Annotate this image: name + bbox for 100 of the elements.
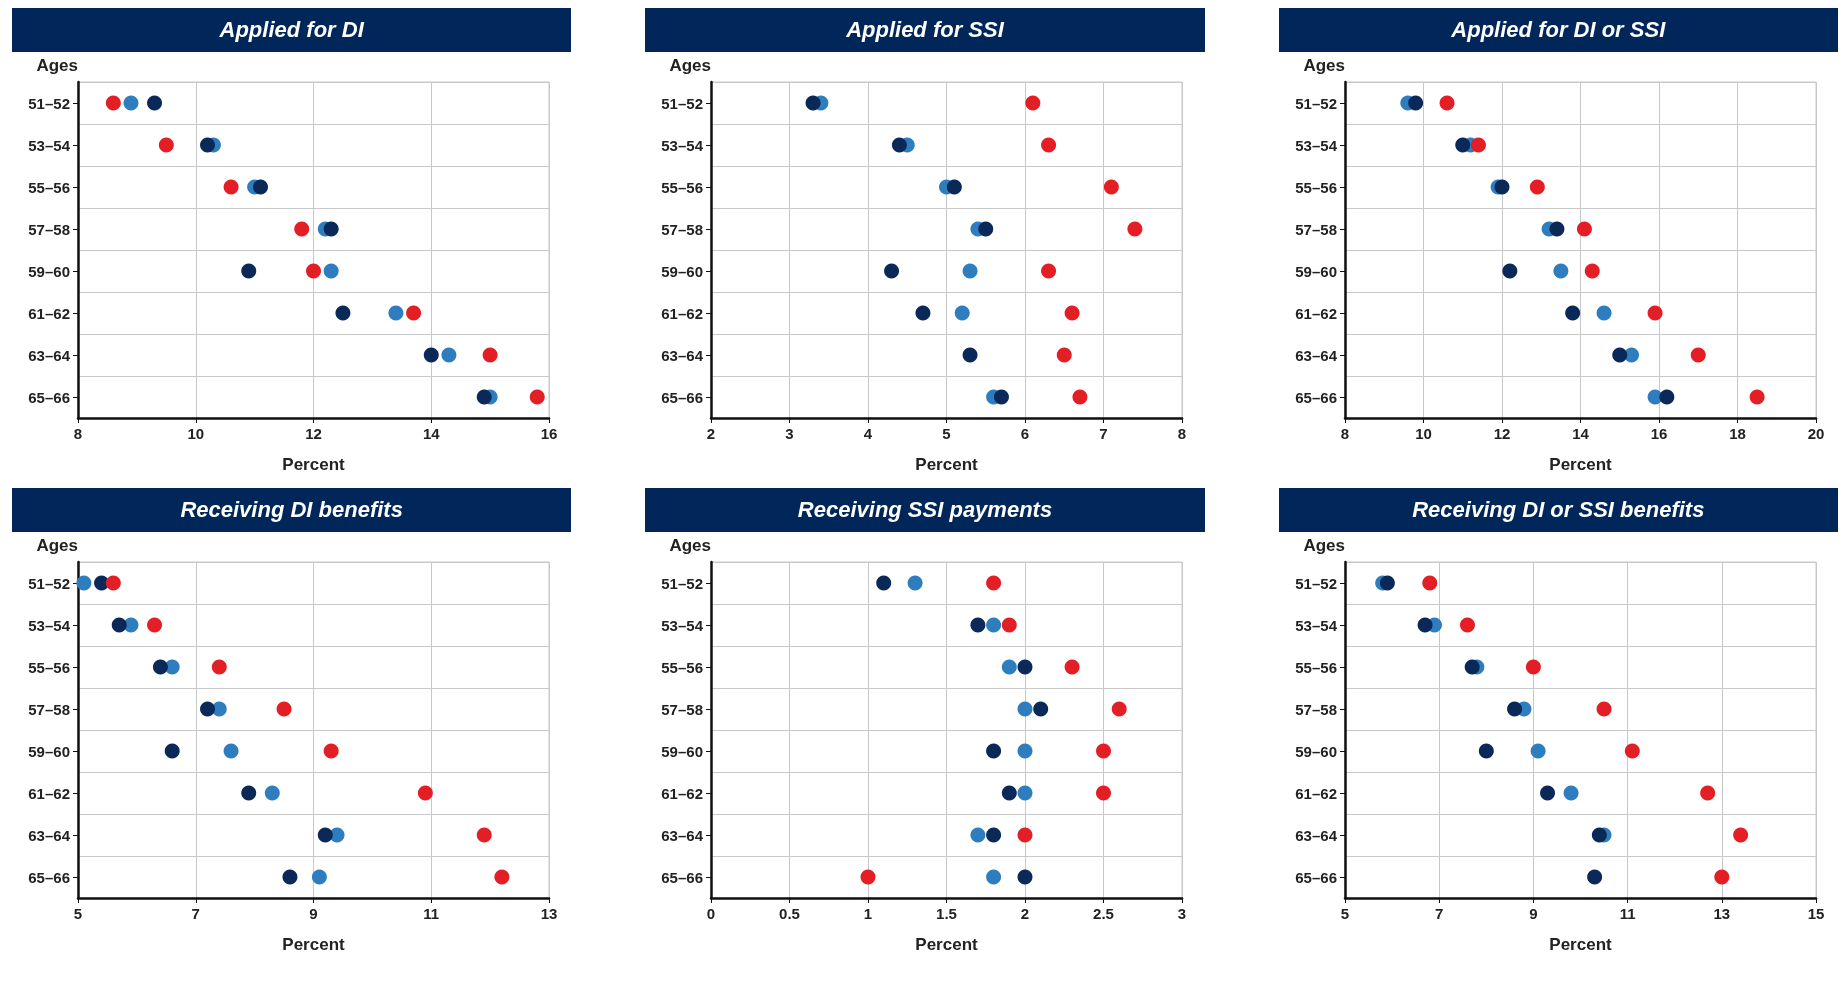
point xyxy=(1539,785,1555,801)
point xyxy=(1563,785,1579,801)
y-tick-label: 55–56 xyxy=(661,658,704,676)
y-tick-label: 59–60 xyxy=(1294,262,1337,280)
point xyxy=(986,827,1002,843)
point xyxy=(1659,389,1675,405)
x-tick-label: 8 xyxy=(73,425,83,442)
point xyxy=(1096,785,1112,801)
point xyxy=(1732,827,1748,843)
point xyxy=(294,221,310,237)
x-tick-label: 10 xyxy=(187,425,205,442)
x-axis-title: Percent xyxy=(915,455,979,474)
point xyxy=(1586,869,1602,885)
point xyxy=(1530,743,1546,759)
point xyxy=(1417,617,1433,633)
x-tick-label: 9 xyxy=(309,905,318,922)
point xyxy=(1454,137,1470,153)
point xyxy=(1057,347,1073,363)
point xyxy=(111,617,127,633)
y-tick-label: 55–56 xyxy=(28,178,70,196)
y-tick-label: 63–64 xyxy=(661,346,704,364)
y-tick-label: 53–54 xyxy=(1294,616,1338,634)
point xyxy=(1494,179,1510,195)
point xyxy=(1002,785,1018,801)
y-tick-label: 63–64 xyxy=(28,346,71,364)
point xyxy=(482,347,498,363)
point xyxy=(1017,701,1033,717)
x-axis-title: Percent xyxy=(915,935,979,954)
y-tick-label: 51–52 xyxy=(28,94,70,112)
point xyxy=(1064,659,1080,675)
y-axis-title: Ages xyxy=(36,56,78,75)
y-axis-title: Ages xyxy=(36,536,78,555)
point xyxy=(417,785,433,801)
y-tick-label: 63–64 xyxy=(1294,346,1338,364)
y-tick-label: 55–56 xyxy=(1294,178,1337,196)
x-tick-label: 7 xyxy=(1434,905,1444,922)
y-tick-label: 59–60 xyxy=(28,262,70,280)
y-tick-label: 61–62 xyxy=(28,304,70,322)
point xyxy=(317,827,333,843)
point xyxy=(1017,785,1033,801)
x-axis-title: Percent xyxy=(1548,455,1612,474)
point xyxy=(335,305,351,321)
point xyxy=(323,743,339,759)
y-tick-label: 57–58 xyxy=(1294,220,1337,238)
y-tick-label: 65–66 xyxy=(661,868,704,886)
point xyxy=(264,785,280,801)
point xyxy=(1690,347,1706,363)
point xyxy=(1002,617,1018,633)
x-tick-label: 7 xyxy=(191,905,200,922)
y-tick-label: 65–66 xyxy=(28,868,70,886)
point xyxy=(955,305,971,321)
y-tick-label: 57–58 xyxy=(661,220,704,238)
y-tick-label: 53–54 xyxy=(28,616,71,634)
y-tick-label: 51–52 xyxy=(1294,94,1337,112)
y-tick-label: 59–60 xyxy=(28,742,70,760)
y-tick-label: 65–66 xyxy=(661,388,704,406)
x-tick-label: 1.5 xyxy=(936,905,958,922)
y-tick-label: 63–64 xyxy=(28,826,71,844)
point xyxy=(1002,659,1018,675)
x-tick-label: 7 xyxy=(1099,425,1108,442)
point xyxy=(164,743,180,759)
point xyxy=(994,389,1010,405)
x-tick-label: 5 xyxy=(942,425,951,442)
point xyxy=(1017,743,1033,759)
point xyxy=(406,305,422,321)
y-tick-label: 59–60 xyxy=(661,742,704,760)
point xyxy=(223,743,239,759)
point xyxy=(423,347,439,363)
point xyxy=(323,221,339,237)
x-tick-label: 20 xyxy=(1807,425,1824,442)
y-tick-label: 61–62 xyxy=(28,784,70,802)
point xyxy=(441,347,457,363)
point xyxy=(1379,575,1395,591)
point xyxy=(253,179,269,195)
chart-title: Applied for SSI xyxy=(645,8,1205,52)
x-tick-label: 3 xyxy=(1178,905,1187,922)
y-axis-title: Ages xyxy=(669,536,712,555)
point xyxy=(892,137,908,153)
y-axis-title: Ages xyxy=(1303,56,1345,75)
point xyxy=(306,263,321,279)
chart-title: Applied for DI or SSI xyxy=(1278,8,1838,52)
y-axis-title: Ages xyxy=(1303,536,1345,555)
point xyxy=(1421,575,1437,591)
y-tick-label: 53–54 xyxy=(661,616,704,634)
x-tick-label: 13 xyxy=(1713,905,1730,922)
point xyxy=(529,389,545,405)
point xyxy=(1564,305,1580,321)
point xyxy=(1596,305,1612,321)
point xyxy=(1464,659,1480,675)
point xyxy=(1017,869,1033,885)
y-tick-label: 63–64 xyxy=(1294,826,1338,844)
point xyxy=(388,305,404,321)
point xyxy=(311,869,327,885)
y-tick-label: 53–54 xyxy=(1294,136,1338,154)
chart-title: Applied for DI xyxy=(12,8,572,52)
point xyxy=(476,827,492,843)
x-tick-label: 0.5 xyxy=(779,905,801,922)
point xyxy=(978,221,994,237)
x-axis-title: Percent xyxy=(282,455,346,474)
point xyxy=(1591,827,1607,843)
